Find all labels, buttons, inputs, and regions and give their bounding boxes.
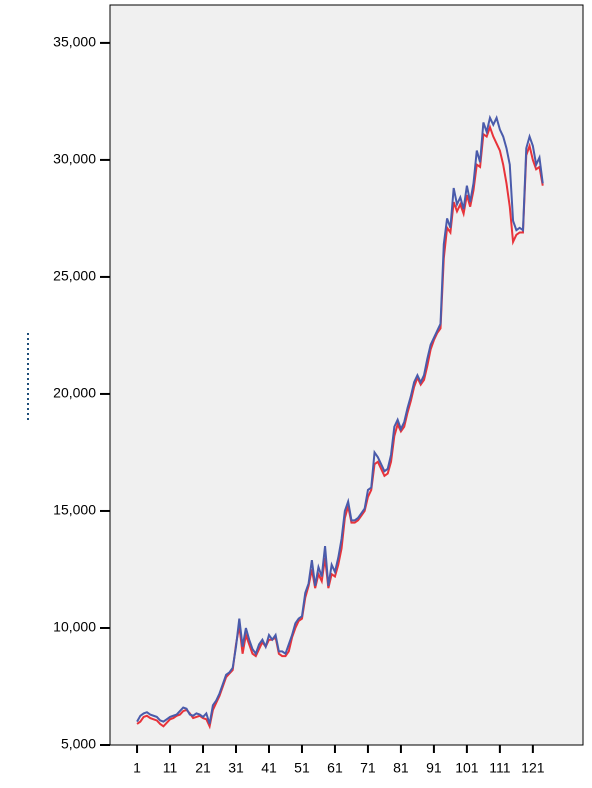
x-tick-label: 111 [489, 760, 510, 776]
x-tick-label: 21 [195, 760, 211, 776]
series-line [136, 114, 544, 725]
x-tick-label: 11 [163, 760, 178, 776]
x-tick-label: 101 [455, 760, 479, 776]
x-tick-label: 71 [360, 760, 376, 776]
y-tick-label: 35,000 [53, 34, 96, 50]
x-tick-label: 61 [327, 760, 343, 776]
x-tick-label: 41 [261, 760, 277, 776]
x-tick-label: 91 [426, 760, 442, 776]
plot-area [109, 4, 584, 746]
y-tick-label: 25,000 [53, 268, 96, 284]
x-tick-label: 121 [521, 760, 545, 776]
x-tick-label: 51 [294, 760, 310, 776]
y-tick-label: 5,000 [61, 736, 96, 752]
y-tick-label: 20,000 [53, 385, 96, 401]
y-tick-label: 15,000 [53, 502, 96, 518]
series-line [136, 124, 544, 730]
y-tick-label: 10,000 [53, 619, 96, 635]
x-tick-label: 81 [393, 760, 409, 776]
x-tick-label: 31 [228, 760, 244, 776]
y-tick-label: 30,000 [53, 151, 96, 167]
x-tick-label: 1 [133, 760, 141, 776]
